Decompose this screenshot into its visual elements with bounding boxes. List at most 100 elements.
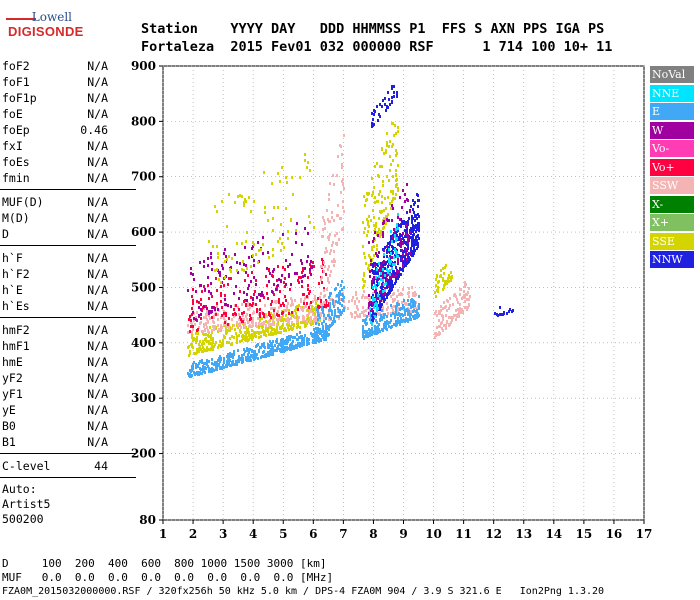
echo-point [268,280,270,283]
echo-point [271,300,273,303]
echo-point [340,284,342,287]
echo-point [212,341,214,344]
echo-point [385,327,387,330]
echo-point [201,290,203,293]
echo-point [417,213,419,216]
echo-point [400,245,402,248]
echo-point [276,279,278,282]
echo-point [214,361,216,364]
echo-point [386,268,388,271]
echo-point [387,91,389,94]
echo-point [328,311,330,314]
y-tick-label: 900 [131,59,156,73]
echo-point [289,345,291,348]
echo-point [413,233,415,236]
echo-point [285,339,287,342]
echo-point [226,325,228,328]
echo-point [221,314,223,317]
echo-point [395,306,397,309]
echo-point [303,300,305,303]
echo-point [332,260,334,263]
echo-point [412,302,414,305]
echo-point [255,345,257,348]
echo-point [270,316,272,319]
echo-point [388,179,390,182]
echo-point [362,330,364,333]
echo-point [377,234,379,237]
echo-point [245,271,247,274]
echo-point [442,279,444,282]
echo-point [323,270,325,273]
echo-point [219,367,221,370]
echo-point [224,303,226,306]
echo-point [329,316,331,319]
echo-point [233,350,235,353]
echo-point [216,366,218,369]
echo-point [375,252,377,255]
echo-point [302,293,304,296]
echo-point [259,317,261,320]
echo-point [233,308,235,311]
echo-point [363,274,365,277]
echo-point [442,307,444,310]
echo-point [370,321,372,324]
echo-point [287,302,289,305]
echo-point [386,106,388,109]
echo-point [385,261,387,264]
echo-point [310,310,312,313]
echo-point [287,320,289,323]
echo-point [380,264,382,267]
echo-point [413,203,415,206]
echo-point [245,315,247,318]
echo-point [317,318,319,321]
echo-point [369,298,371,301]
echo-point [197,332,199,335]
echo-point [389,262,391,265]
echo-point [247,287,249,290]
echo-point [380,291,382,294]
echo-point [208,312,210,315]
param-row: hmF2 N/A [0,322,136,338]
echo-point [322,228,324,231]
echo-point [467,291,469,294]
echo-point [309,268,311,271]
echo-point [397,189,399,192]
echo-point [278,318,280,321]
echo-point [503,311,505,314]
echo-point [292,340,294,343]
echo-point [244,324,246,327]
echo-point [375,294,377,297]
echo-point [324,222,326,225]
echo-point [382,279,384,282]
echo-point [241,312,243,315]
echo-point [190,325,192,328]
echo-point [249,318,251,321]
echo-point [273,312,275,315]
echo-point [374,231,376,234]
echo-point [336,243,338,246]
echo-point [233,292,235,295]
echo-point [401,258,403,261]
echo-point [277,284,279,287]
echo-point [318,282,320,285]
echo-point [404,193,406,196]
echo-point [328,198,330,201]
echo-point [246,299,248,302]
echo-point [506,312,508,315]
echo-point [204,288,206,291]
echo-point [253,243,255,246]
echo-point [342,309,344,312]
echo-point [331,244,333,247]
echo-point [397,164,399,167]
echo-point [287,340,289,343]
echo-point [508,310,510,313]
station-header: Station YYYY DAY DDD HHMMSS P1 FFS S AXN… [141,20,612,56]
echo-point [250,265,252,268]
echo-point [257,357,259,360]
echo-point [290,325,292,328]
echo-point [455,318,457,321]
echo-point [323,219,325,222]
echo-point [389,202,391,205]
echo-point [321,276,323,279]
echo-point [263,321,265,324]
